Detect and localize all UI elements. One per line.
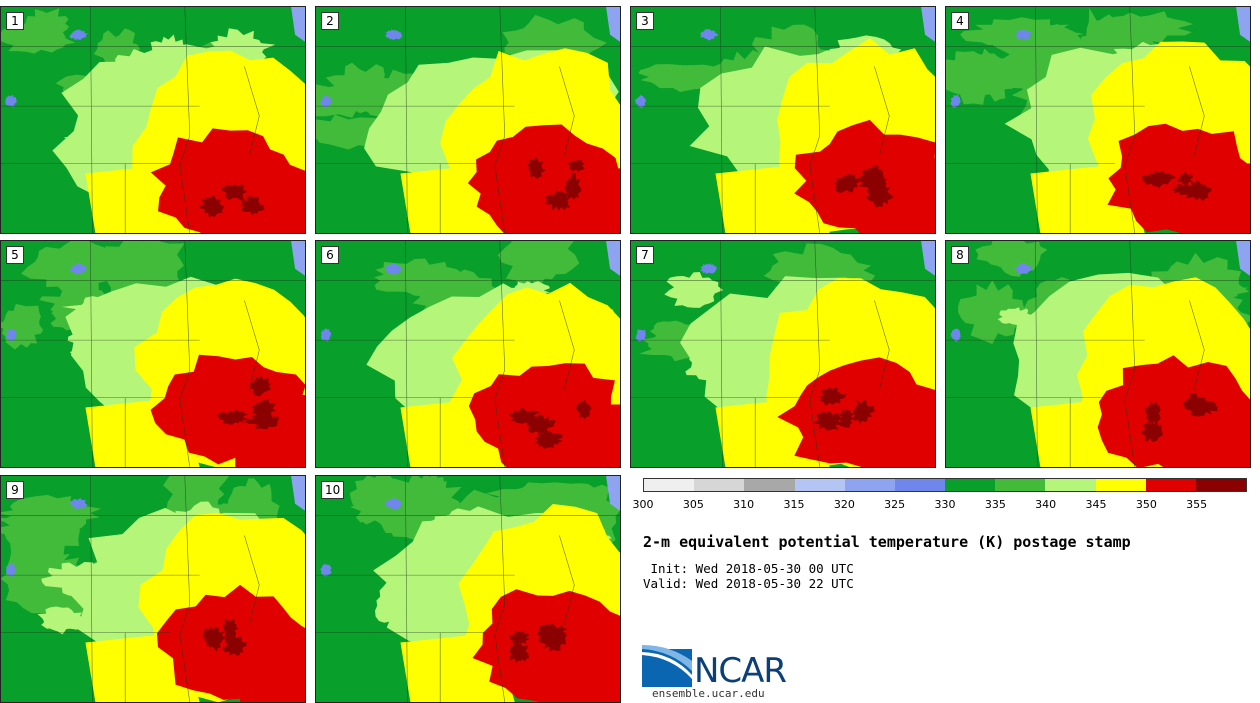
ncar-logo-mark-icon bbox=[642, 645, 692, 687]
colorbar-tick-label: 335 bbox=[984, 498, 1006, 511]
plot-title: 2-m equivalent potential temperature (K)… bbox=[643, 533, 1131, 551]
member-number-label: 3 bbox=[636, 12, 654, 30]
colorbar-bin-315 bbox=[794, 479, 845, 491]
colorbar-tick-label: 315 bbox=[783, 498, 805, 511]
colorbar-bin-355 bbox=[1195, 479, 1247, 491]
theta-e-field bbox=[1, 241, 305, 467]
member-number-label: 10 bbox=[321, 481, 345, 499]
colorbar-tick-label: 355 bbox=[1186, 498, 1208, 511]
init-time: Init: Wed 2018-05-30 00 UTC bbox=[643, 561, 854, 576]
member-number-label: 8 bbox=[951, 246, 969, 264]
colorbar-bin-330 bbox=[945, 479, 996, 491]
theta-e-field bbox=[946, 7, 1250, 233]
colorbar-bin-325 bbox=[894, 479, 946, 491]
colorbar-tick-label: 310 bbox=[733, 498, 755, 511]
member-map-6: 6 bbox=[315, 240, 621, 468]
colorbar-bin-305 bbox=[694, 479, 745, 491]
member-map-4: 4 bbox=[945, 6, 1251, 234]
colorbar-tick-label: 305 bbox=[682, 498, 704, 511]
member-number-label: 4 bbox=[951, 12, 969, 30]
member-map-5: 5 bbox=[0, 240, 306, 468]
colorbar-bin-345 bbox=[1095, 479, 1146, 491]
member-number-label: 5 bbox=[6, 246, 24, 264]
colorbar-bin-320 bbox=[844, 479, 895, 491]
colorbar-bin-310 bbox=[744, 479, 795, 491]
ncar-logo-text: NCAR bbox=[694, 651, 787, 691]
member-number-label: 1 bbox=[6, 12, 24, 30]
colorbar bbox=[643, 478, 1247, 492]
theta-e-field bbox=[316, 241, 620, 467]
member-map-1: 1 bbox=[0, 6, 306, 234]
member-map-3: 3 bbox=[630, 6, 936, 234]
theta-e-field bbox=[1, 476, 305, 702]
theta-e-field bbox=[946, 241, 1250, 467]
valid-time: Valid: Wed 2018-05-30 22 UTC bbox=[643, 576, 854, 591]
theta-e-field bbox=[316, 7, 620, 233]
colorbar-tick-label: 345 bbox=[1085, 498, 1107, 511]
colorbar-bin-350 bbox=[1145, 479, 1196, 491]
member-map-10: 10 bbox=[315, 475, 621, 703]
member-map-9: 9 bbox=[0, 475, 306, 703]
ncar-logo[interactable]: NCAR ensemble.ucar.edu bbox=[642, 645, 802, 703]
colorbar-tick-label: 330 bbox=[934, 498, 956, 511]
colorbar-tick-label: 325 bbox=[884, 498, 906, 511]
colorbar-tick-label: 350 bbox=[1135, 498, 1157, 511]
colorbar-bin-335 bbox=[995, 479, 1046, 491]
member-number-label: 6 bbox=[321, 246, 339, 264]
colorbar-bin-340 bbox=[1045, 479, 1096, 491]
member-number-label: 2 bbox=[321, 12, 339, 30]
colorbar-tick-label: 320 bbox=[833, 498, 855, 511]
colorbar-tick-label: 340 bbox=[1035, 498, 1057, 511]
theta-e-field bbox=[631, 7, 935, 233]
theta-e-field bbox=[631, 241, 935, 467]
theta-e-field bbox=[316, 476, 620, 702]
member-map-7: 7 bbox=[630, 240, 936, 468]
theta-e-field bbox=[1, 7, 305, 233]
logo-url[interactable]: ensemble.ucar.edu bbox=[652, 687, 765, 700]
member-number-label: 7 bbox=[636, 246, 654, 264]
member-number-label: 9 bbox=[6, 481, 24, 499]
colorbar-ticks: 300 305 310 315 320 325 330 335 340 345 350 355 bbox=[633, 494, 1247, 514]
colorbar-tick-label: 300 bbox=[632, 498, 654, 511]
member-map-8: 8 bbox=[945, 240, 1251, 468]
colorbar-bin-300 bbox=[644, 479, 695, 491]
member-map-2: 2 bbox=[315, 6, 621, 234]
time-info: Init: Wed 2018-05-30 00 UTC Valid: Wed 2… bbox=[643, 561, 854, 591]
